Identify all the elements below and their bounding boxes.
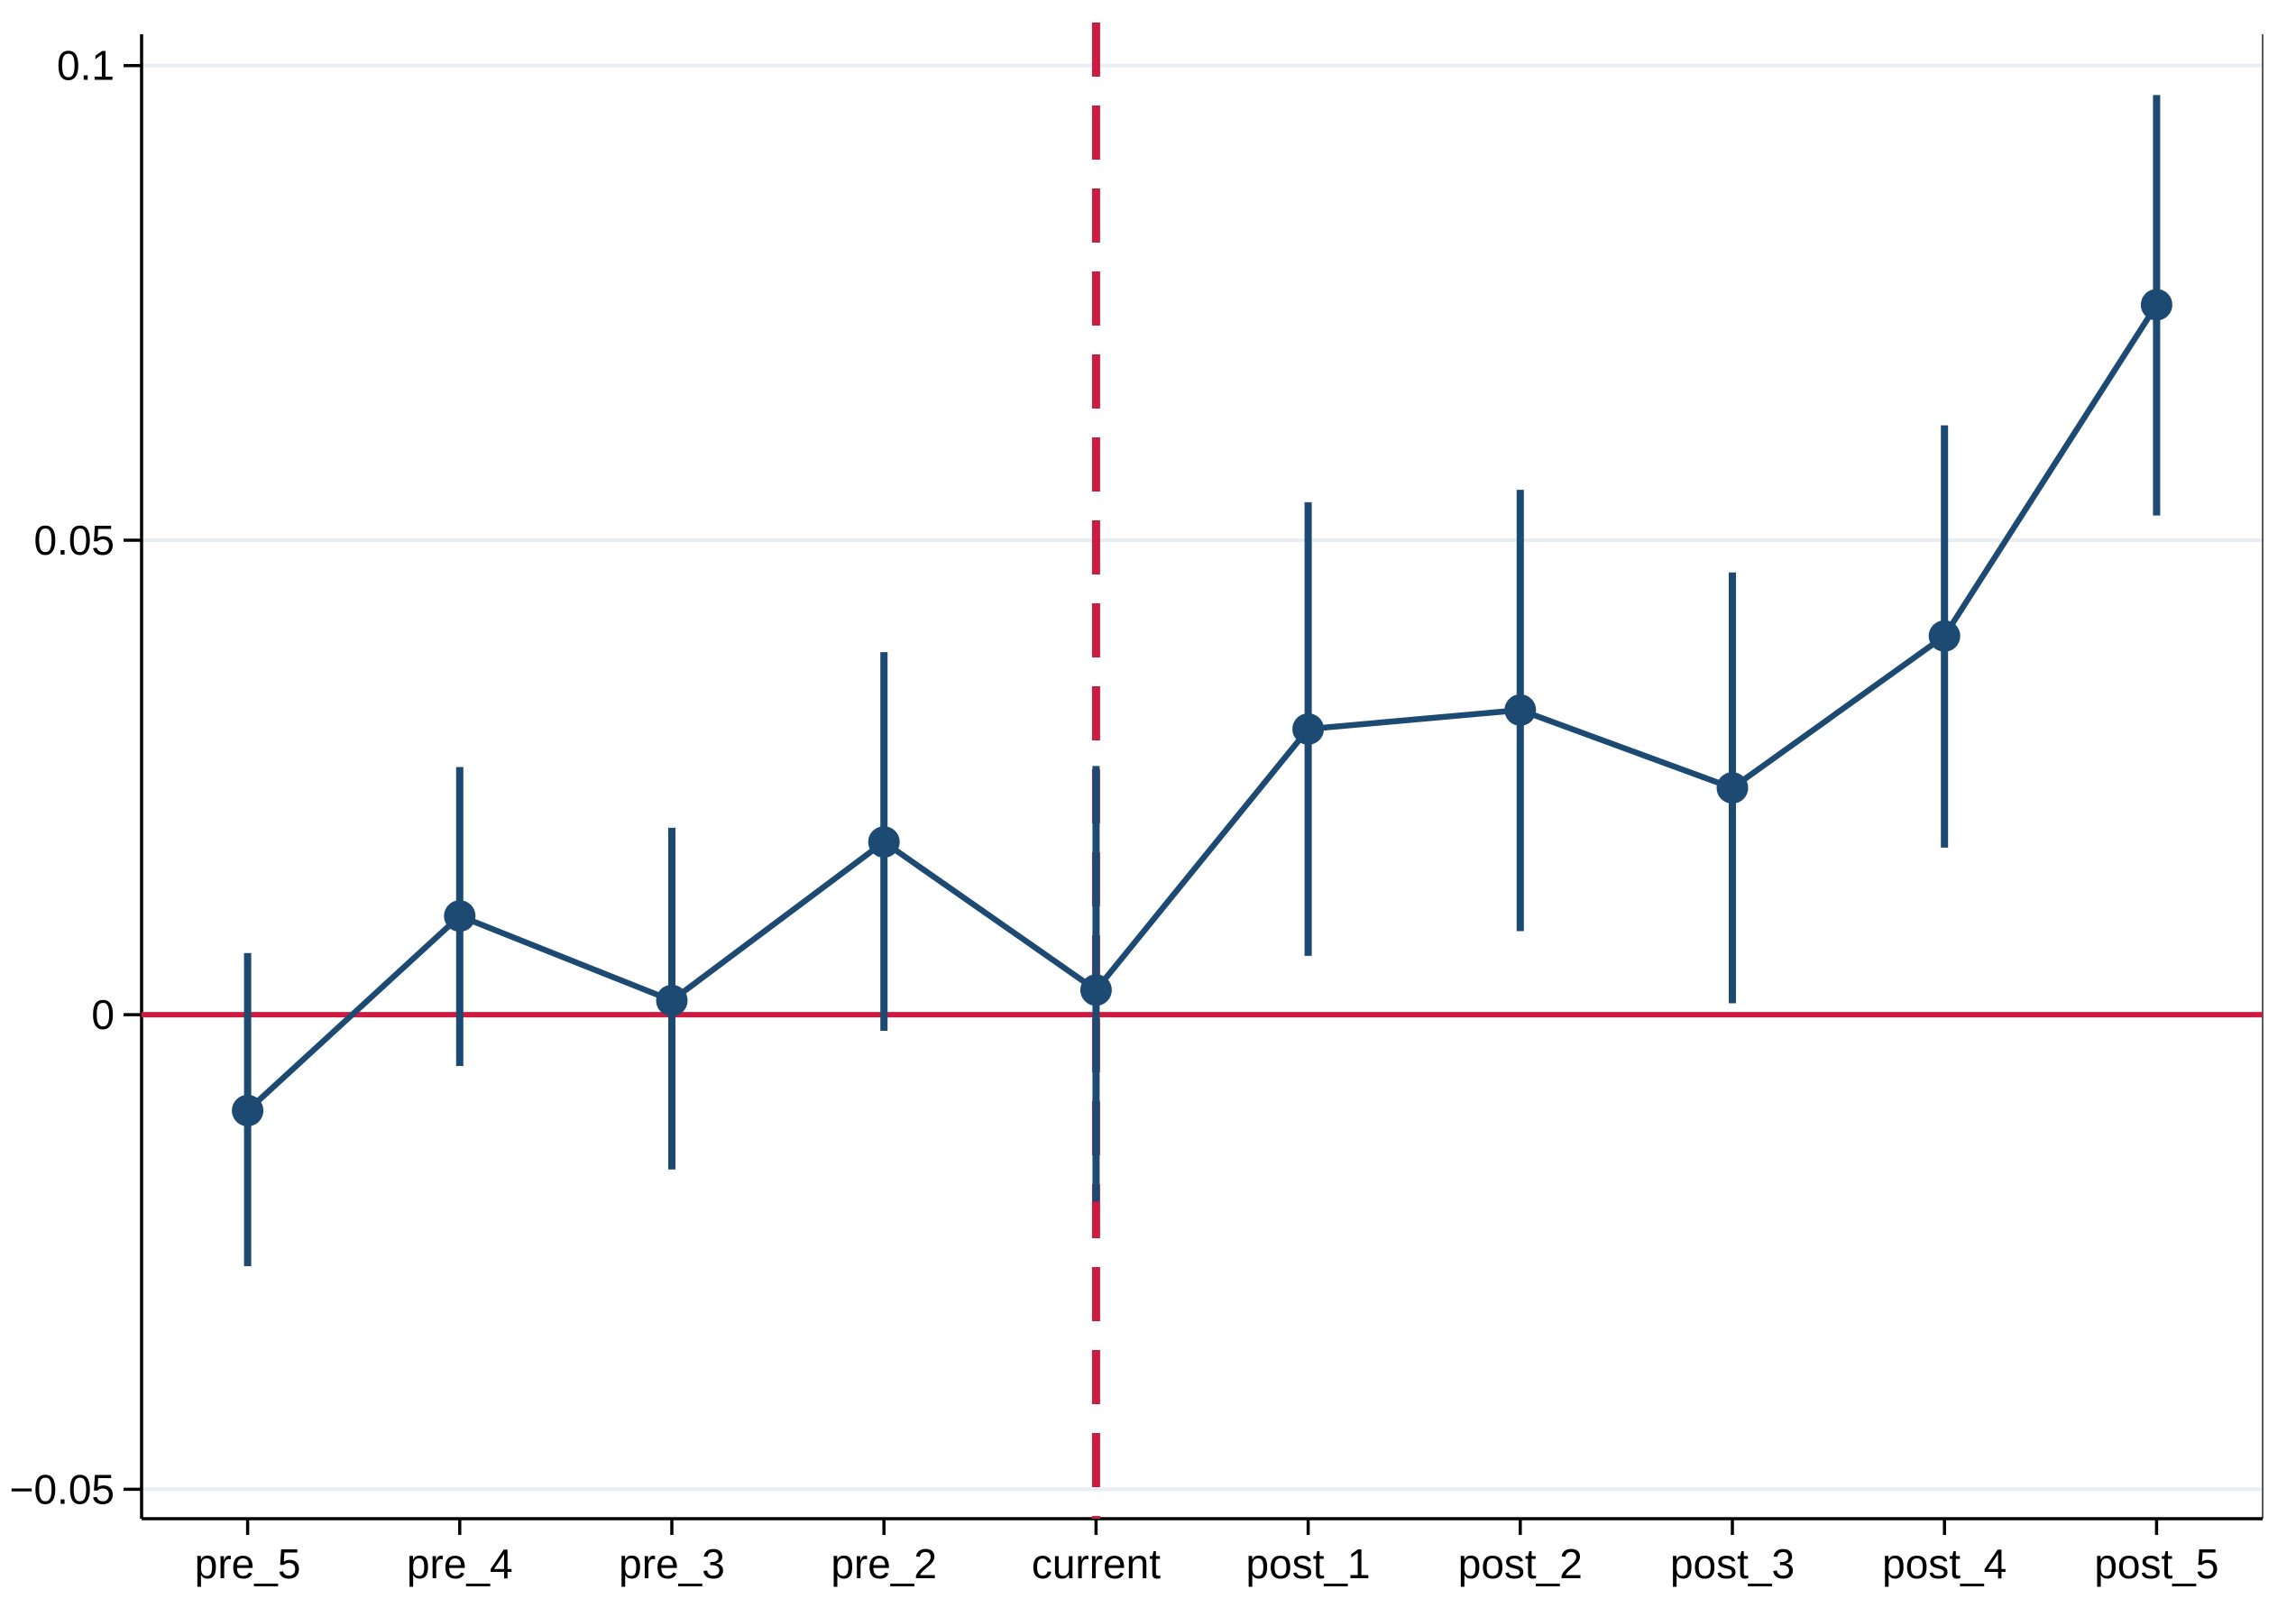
x-tick-label: post_4	[1882, 1540, 2007, 1587]
y-tick-label: 0.05	[33, 517, 115, 564]
estimate-point	[1504, 694, 1537, 726]
estimate-point	[1928, 620, 1961, 652]
y-tick-label: 0	[91, 991, 115, 1038]
x-tick-label: post_2	[1458, 1540, 1583, 1587]
x-tick-label: post_3	[1670, 1540, 1795, 1587]
x-tick-label: current	[1032, 1540, 1161, 1587]
estimate-point	[1292, 712, 1325, 745]
coefficient-line	[245, 303, 2160, 1113]
x-tick-label: pre_5	[195, 1540, 301, 1587]
estimate-point	[232, 1094, 264, 1126]
estimate-point	[868, 826, 900, 859]
estimate-point	[2140, 289, 2172, 321]
x-tick-label: pre_3	[619, 1540, 725, 1587]
x-tick-label: pre_4	[407, 1540, 513, 1587]
x-tick-label: post_5	[2094, 1540, 2218, 1587]
estimate-point	[444, 900, 476, 933]
estimate-point	[1079, 974, 1112, 1006]
estimate-point	[656, 984, 688, 1016]
x-tick-label: pre_2	[831, 1540, 937, 1587]
estimate-point	[1716, 772, 1749, 804]
y-tick-label: 0.1	[57, 42, 115, 89]
x-tick-label: post_1	[1246, 1540, 1371, 1587]
y-tick-label: −0.05	[10, 1465, 115, 1512]
